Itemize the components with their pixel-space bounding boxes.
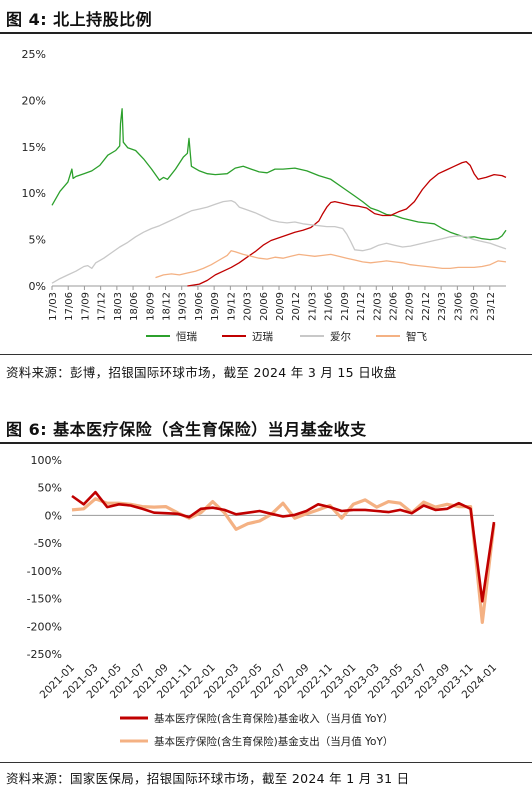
series-line — [51, 108, 507, 241]
x-tick-label: 17/12 — [97, 292, 108, 321]
x-tick-label: 19/09 — [210, 292, 221, 321]
x-tick-label: 17/09 — [80, 292, 91, 321]
y-tick-label: -150% — [27, 593, 62, 606]
figure-4-title: 图 4: 北上持股比例 — [6, 10, 153, 29]
x-tick-label: 22/06 — [389, 292, 400, 321]
x-tick-label: 17/03 — [48, 292, 59, 321]
x-tick-label: 19/03 — [178, 292, 189, 321]
y-tick-label: -250% — [27, 648, 62, 661]
x-tick-label: 20/03 — [243, 292, 254, 321]
y-tick-label: 10% — [22, 187, 46, 200]
y-tick-label: 0% — [45, 509, 62, 522]
series-line — [187, 160, 507, 287]
x-tick-label: 22/12 — [421, 292, 432, 321]
x-tick-label: 21/12 — [356, 292, 367, 321]
x-tick-label: 23/09 — [470, 292, 481, 321]
legend-label: 基本医疗保险(含生育保险)基金收入（当月值 YoY） — [154, 712, 393, 725]
x-tick-label: 18/09 — [145, 292, 156, 321]
x-tick-label: 22/09 — [405, 292, 416, 321]
figure-6-top-rule — [0, 442, 532, 444]
x-tick-label: 21/06 — [324, 292, 335, 321]
x-tick-label: 23/12 — [486, 292, 497, 321]
x-tick-label: 23/03 — [437, 292, 448, 321]
x-tick-label: 18/03 — [113, 292, 124, 321]
y-tick-label: 25% — [22, 48, 46, 61]
legend-label: 智飞 — [406, 330, 427, 343]
legend-label: 基本医疗保险(含生育保险)基金支出（当月值 YoY） — [154, 735, 393, 748]
x-tick-label: 21/03 — [307, 292, 318, 321]
y-tick-label: 0% — [29, 280, 46, 293]
series-line — [71, 497, 496, 624]
y-tick-label: -100% — [27, 565, 62, 578]
y-tick-label: -50% — [34, 537, 62, 550]
y-tick-label: 50% — [38, 482, 62, 495]
y-tick-label: 100% — [31, 454, 62, 467]
figure-6-source: 资料来源：国家医保局，招银国际环球市场，截至 2024 年 1 月 31 日 — [6, 771, 410, 786]
figure-4-top-rule — [0, 32, 532, 34]
legend-label: 爱尔 — [330, 330, 351, 343]
legend-label: 恒瑞 — [176, 330, 197, 343]
x-tick-label: 20/09 — [275, 292, 286, 321]
x-tick-label: 19/12 — [226, 292, 237, 321]
holding-ratio-chart: 0% 5% 10% 15% 20% 25% 17/03 17/06 17/09 17/12 18/0… — [22, 48, 507, 343]
y-tick-label: 20% — [22, 94, 46, 107]
x-tick-label: 17/06 — [64, 292, 75, 321]
series-line — [155, 250, 507, 279]
x-tick-label: 21/09 — [340, 292, 351, 321]
y-tick-label: -200% — [27, 620, 62, 633]
x-tick-label: 18/12 — [162, 292, 173, 321]
x-tick-label: 19/06 — [194, 292, 205, 321]
x-tick-label: 20/12 — [291, 292, 302, 321]
figure-4-bottom-rule — [0, 354, 532, 355]
series-line — [51, 199, 507, 284]
y-tick-label: 5% — [29, 234, 46, 247]
legend-label: 迈瑞 — [252, 331, 273, 343]
figure-4-source: 资料来源：彭博，招银国际环球市场，截至 2024 年 3 月 15 日收盘 — [6, 365, 397, 380]
x-tick-label: 23/06 — [453, 292, 464, 321]
x-tick-label: 18/06 — [129, 292, 140, 321]
x-tick-label: 22/03 — [372, 292, 383, 321]
x-tick-label: 20/06 — [259, 292, 270, 321]
figure-6-bottom-rule — [0, 762, 532, 763]
figure-6-title: 图 6: 基本医疗保险（含生育保险）当月基金收支 — [6, 420, 367, 439]
y-tick-label: 15% — [22, 141, 46, 154]
medical-insurance-fund-chart: 100%50%0%-50%-100%-150%-200%-250%2021-01… — [27, 454, 500, 748]
series-line — [71, 490, 496, 603]
